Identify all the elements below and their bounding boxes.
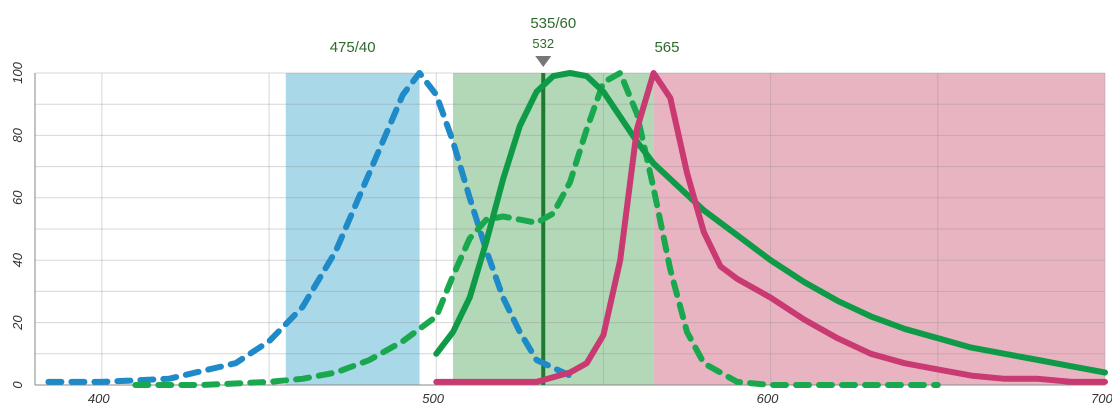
spectrum-curve-2	[132, 70, 941, 388]
y-tick-label: 100	[10, 61, 25, 83]
y-tick-label: 40	[10, 252, 25, 267]
laser-marker	[535, 56, 552, 67]
x-tick-label: 500	[422, 391, 444, 406]
x-tick-label: 600	[757, 391, 779, 406]
x-tick-label: 400	[88, 391, 110, 406]
filter-band-1	[285, 73, 420, 385]
y-tick-label: 60	[10, 190, 25, 205]
filter-label-1: 475/40	[330, 39, 376, 56]
spectrum-curve-4	[433, 70, 1108, 385]
filter-label-2: 535/60	[530, 15, 576, 32]
y-tick-label: 20	[10, 315, 25, 331]
x-tick-label: 700	[1091, 391, 1112, 406]
y-tick-label: 0	[10, 381, 25, 389]
laser-label: 532	[532, 36, 554, 51]
filter-label-3: 565	[654, 39, 679, 56]
y-tick-label: 80	[10, 127, 25, 142]
filter-band-2	[452, 73, 654, 385]
spectrum-curve-1	[45, 70, 573, 385]
spectrum-curve-3	[433, 70, 1108, 376]
